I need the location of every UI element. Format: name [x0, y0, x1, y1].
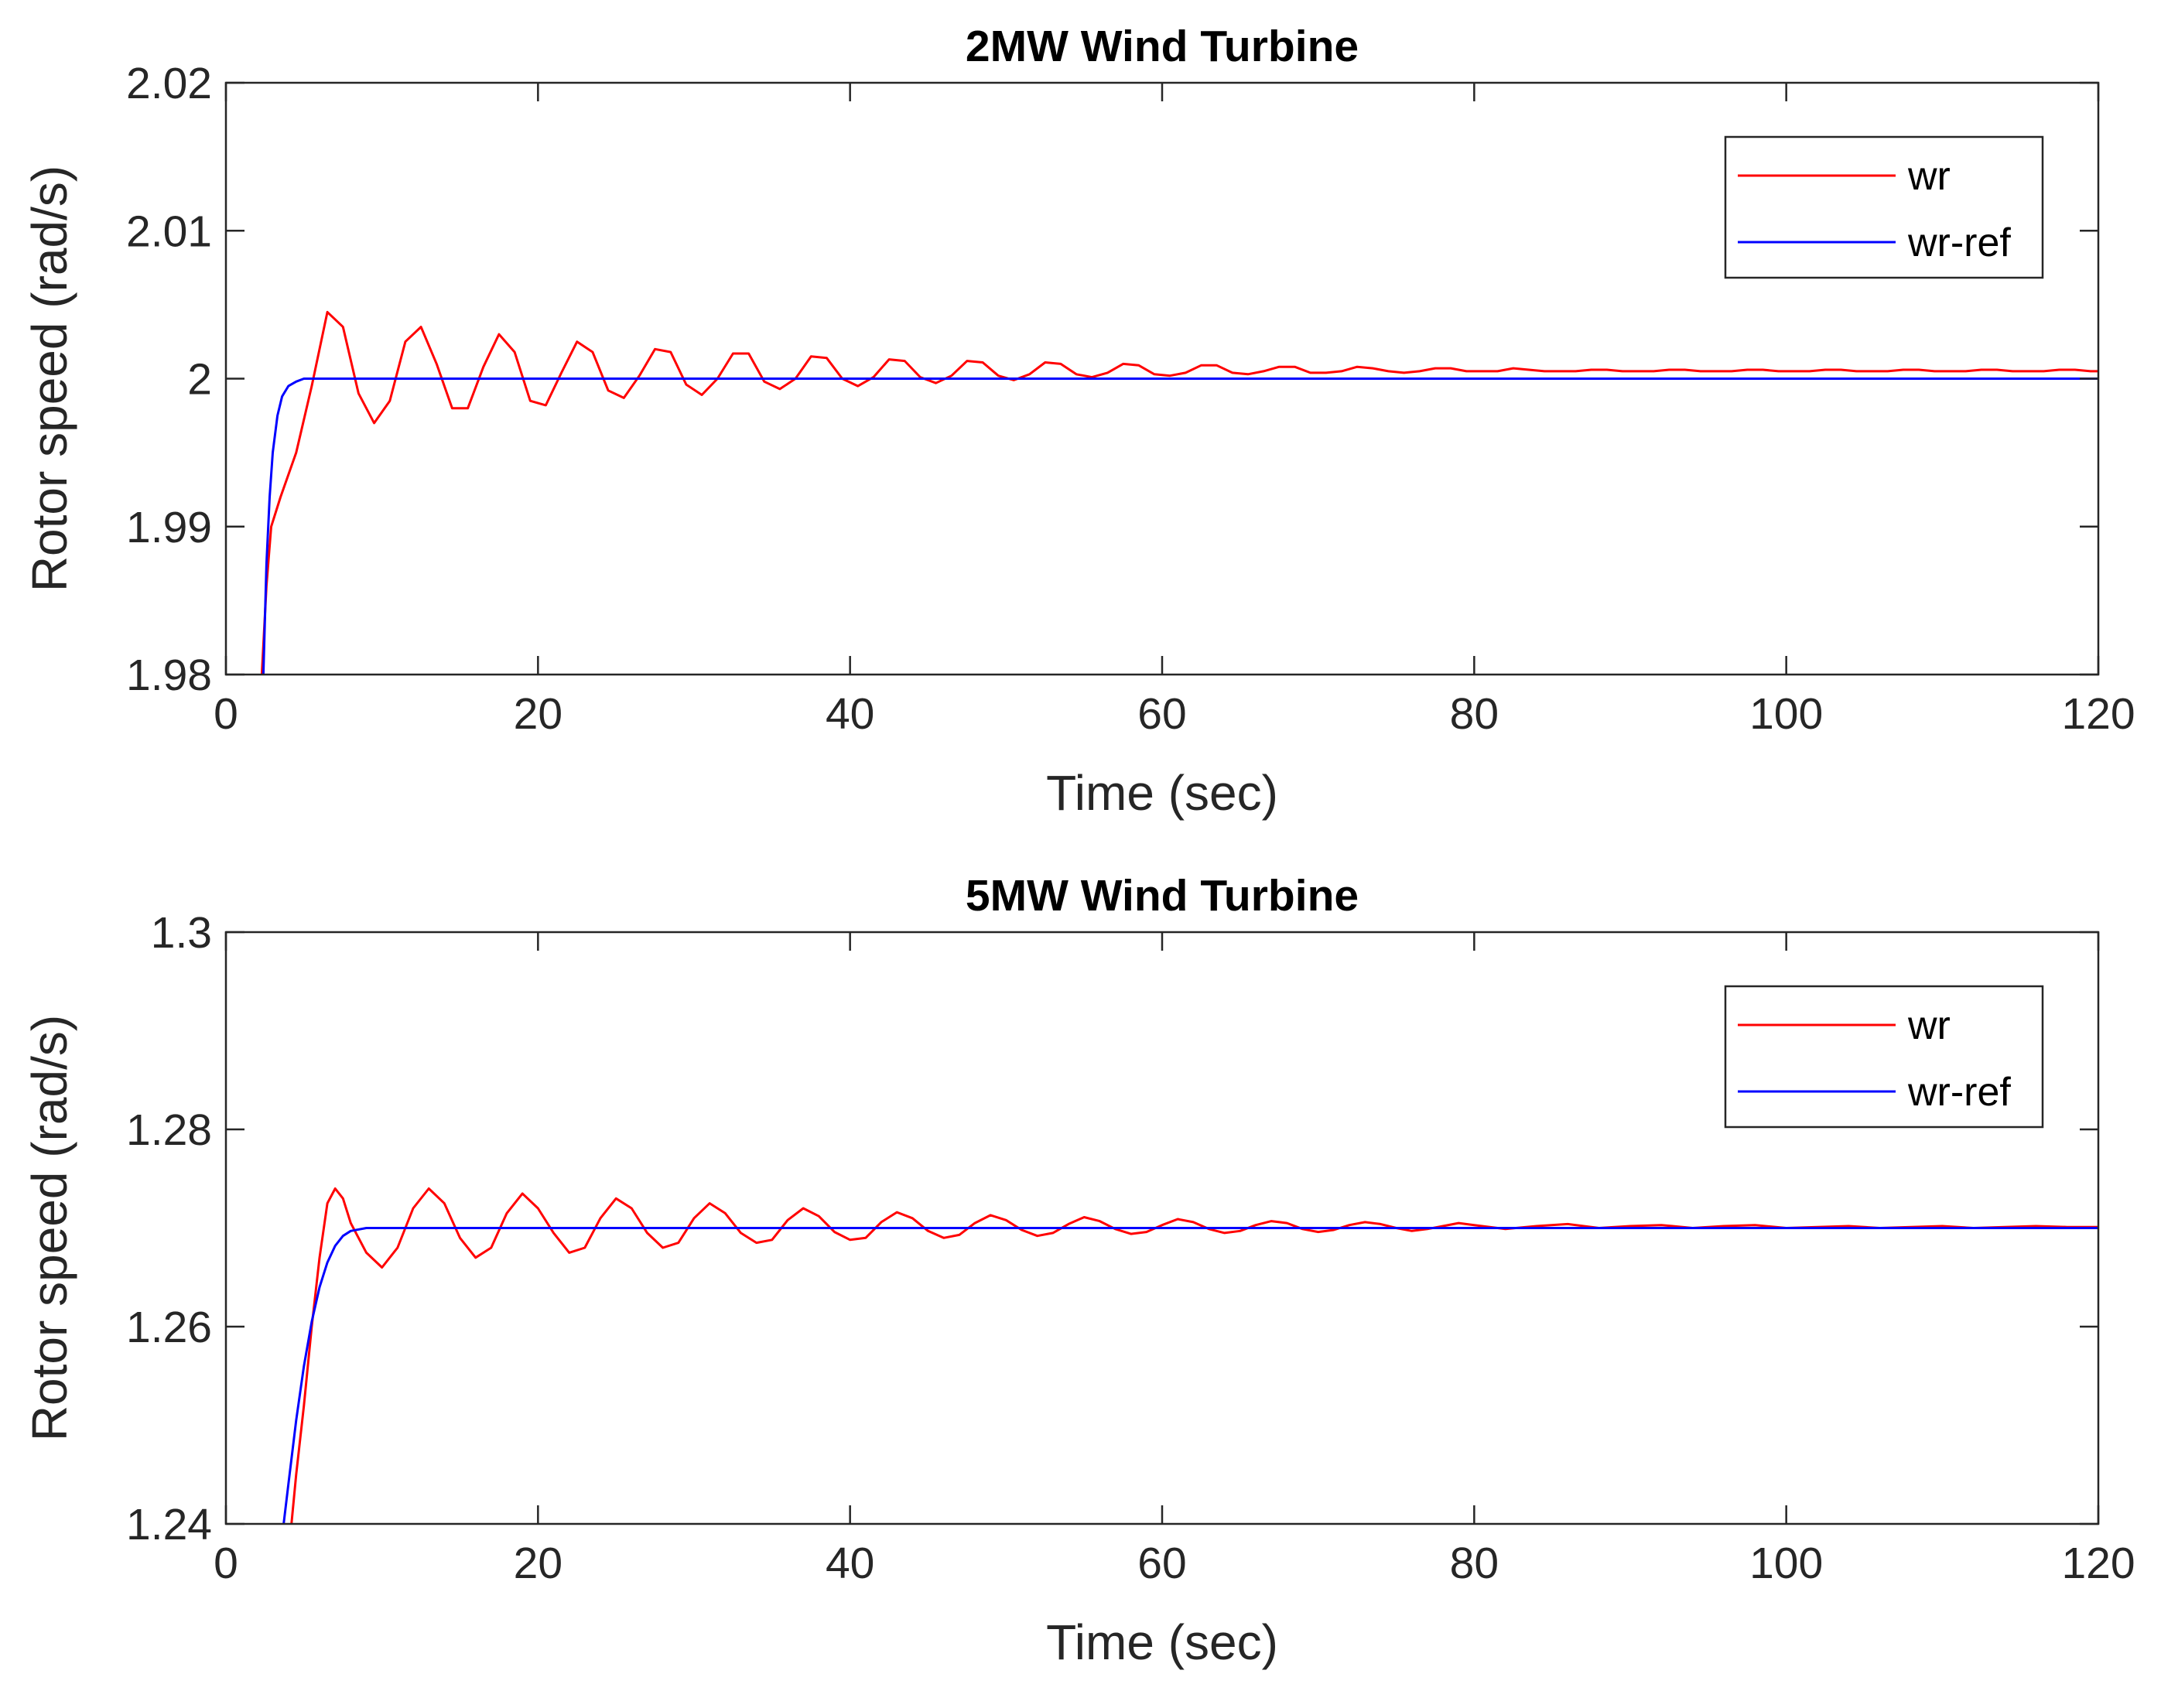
legend-box — [1724, 985, 2044, 1129]
x-axis-label: Time (sec) — [1046, 765, 1278, 821]
legend: wr wr-ref — [1724, 985, 2044, 1129]
legend-label-wr-ref: wr-ref — [1907, 1070, 2011, 1115]
series-line-wr-ref — [262, 377, 2098, 675]
y-tick-label: 1.26 — [126, 1303, 212, 1352]
x-tick-label: 120 — [2061, 1539, 2135, 1588]
y-tick-label: 2.01 — [126, 207, 212, 256]
chart-title: 5MW Wind Turbine — [966, 871, 1359, 921]
x-tick-label: 20 — [514, 689, 562, 739]
y-tick-label: 1.3 — [151, 908, 212, 958]
y-axis-label: Rotor speed (rad/s) — [22, 166, 77, 592]
x-tick-label: 0 — [214, 1539, 238, 1588]
panels: 0 20 40 60 80 100 120 1.98 1.99 2 2.01 2.02 2MW Wind… — [22, 22, 2135, 1670]
y-tick-label: 1.24 — [126, 1500, 212, 1549]
y-tick-label: 1.98 — [126, 651, 212, 700]
y-tick-label: 1.28 — [126, 1105, 212, 1155]
chart-panel-1: 0 20 40 60 80 100 120 1.98 1.99 2 2.01 2.02 2MW Wind… — [22, 22, 2135, 821]
x-tick-label: 40 — [826, 1539, 874, 1588]
y-tick-label: 2.02 — [126, 59, 212, 108]
chart-panel-2: 0 20 40 60 80 100 120 1.24 1.26 1.28 1.3 5MW Wind T… — [22, 871, 2135, 1670]
legend-label-wr: wr — [1907, 154, 1951, 199]
x-tick-label: 0 — [214, 689, 238, 739]
series-group — [282, 1187, 2098, 1524]
x-tick-label: 60 — [1137, 1539, 1186, 1588]
x-tick-label: 120 — [2061, 689, 2135, 739]
x-tick-label: 20 — [514, 1539, 562, 1588]
x-tick-label: 80 — [1450, 689, 1499, 739]
series-line-wr — [260, 310, 2098, 675]
series-line-wr-ref — [282, 1227, 2098, 1524]
y-axis-label: Rotor speed (rad/s) — [22, 1015, 77, 1441]
y-tick-label: 1.99 — [126, 503, 212, 552]
legend-label-wr: wr — [1907, 1003, 1951, 1048]
x-axis-label: Time (sec) — [1046, 1614, 1278, 1670]
x-tick-label: 80 — [1450, 1539, 1499, 1588]
legend-label-wr-ref: wr-ref — [1907, 220, 2011, 265]
x-tick-label: 100 — [1749, 689, 1823, 739]
y-tick-label: 2 — [187, 355, 212, 405]
chart-title: 2MW Wind Turbine — [966, 22, 1359, 71]
legend-box — [1724, 135, 2044, 279]
legend: wr wr-ref — [1724, 135, 2044, 279]
series-group — [260, 310, 2098, 675]
x-tick-label: 40 — [826, 689, 874, 739]
series-line-wr — [290, 1187, 2098, 1524]
x-tick-label: 60 — [1137, 689, 1186, 739]
x-tick-label: 100 — [1749, 1539, 1823, 1588]
